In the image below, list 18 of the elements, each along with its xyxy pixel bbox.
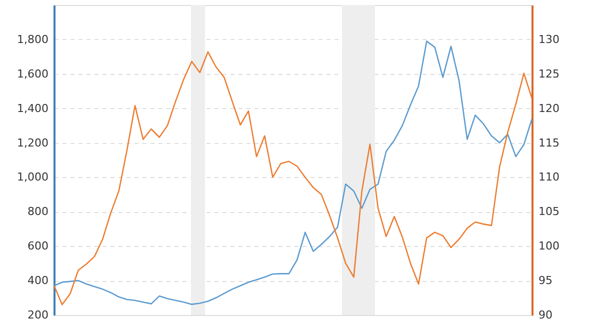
y2-tick-label: 100 — [538, 240, 560, 253]
y2-tick-label: 90 — [538, 308, 552, 322]
y2-tick-label: 115 — [538, 136, 560, 150]
y-tick-label: 800 — [28, 205, 48, 218]
y-tick-label: 600 — [28, 240, 48, 253]
y-tick-label: 400 — [28, 274, 48, 288]
y-tick-label: 200 — [28, 308, 48, 322]
y-tick-label: 1,800 — [17, 32, 48, 46]
y2-tick-label: 125 — [538, 67, 560, 80]
y-tick-label: 1,400 — [17, 102, 48, 115]
y2-tick-label: 105 — [538, 205, 560, 218]
y2-tick-label: 110 — [538, 170, 560, 184]
y-tick-label: 1,200 — [17, 136, 48, 150]
y2-tick-label: 130 — [538, 32, 560, 46]
y-tick-label: 1,000 — [17, 170, 48, 184]
y2-tick-label: 95 — [538, 274, 552, 288]
y2-tick-label: 120 — [538, 102, 560, 115]
y-tick-label: 1,600 — [17, 67, 48, 80]
